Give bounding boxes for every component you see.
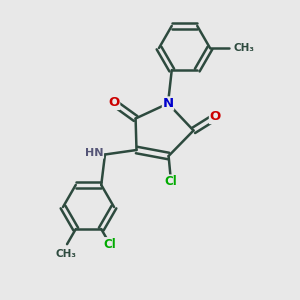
Text: CH₃: CH₃ <box>55 249 76 259</box>
Text: O: O <box>209 110 221 124</box>
Text: Cl: Cl <box>165 175 177 188</box>
Text: CH₃: CH₃ <box>234 43 255 53</box>
Text: N: N <box>162 97 174 110</box>
Text: Cl: Cl <box>103 238 116 251</box>
Text: HN: HN <box>85 148 104 158</box>
Text: O: O <box>108 96 120 110</box>
